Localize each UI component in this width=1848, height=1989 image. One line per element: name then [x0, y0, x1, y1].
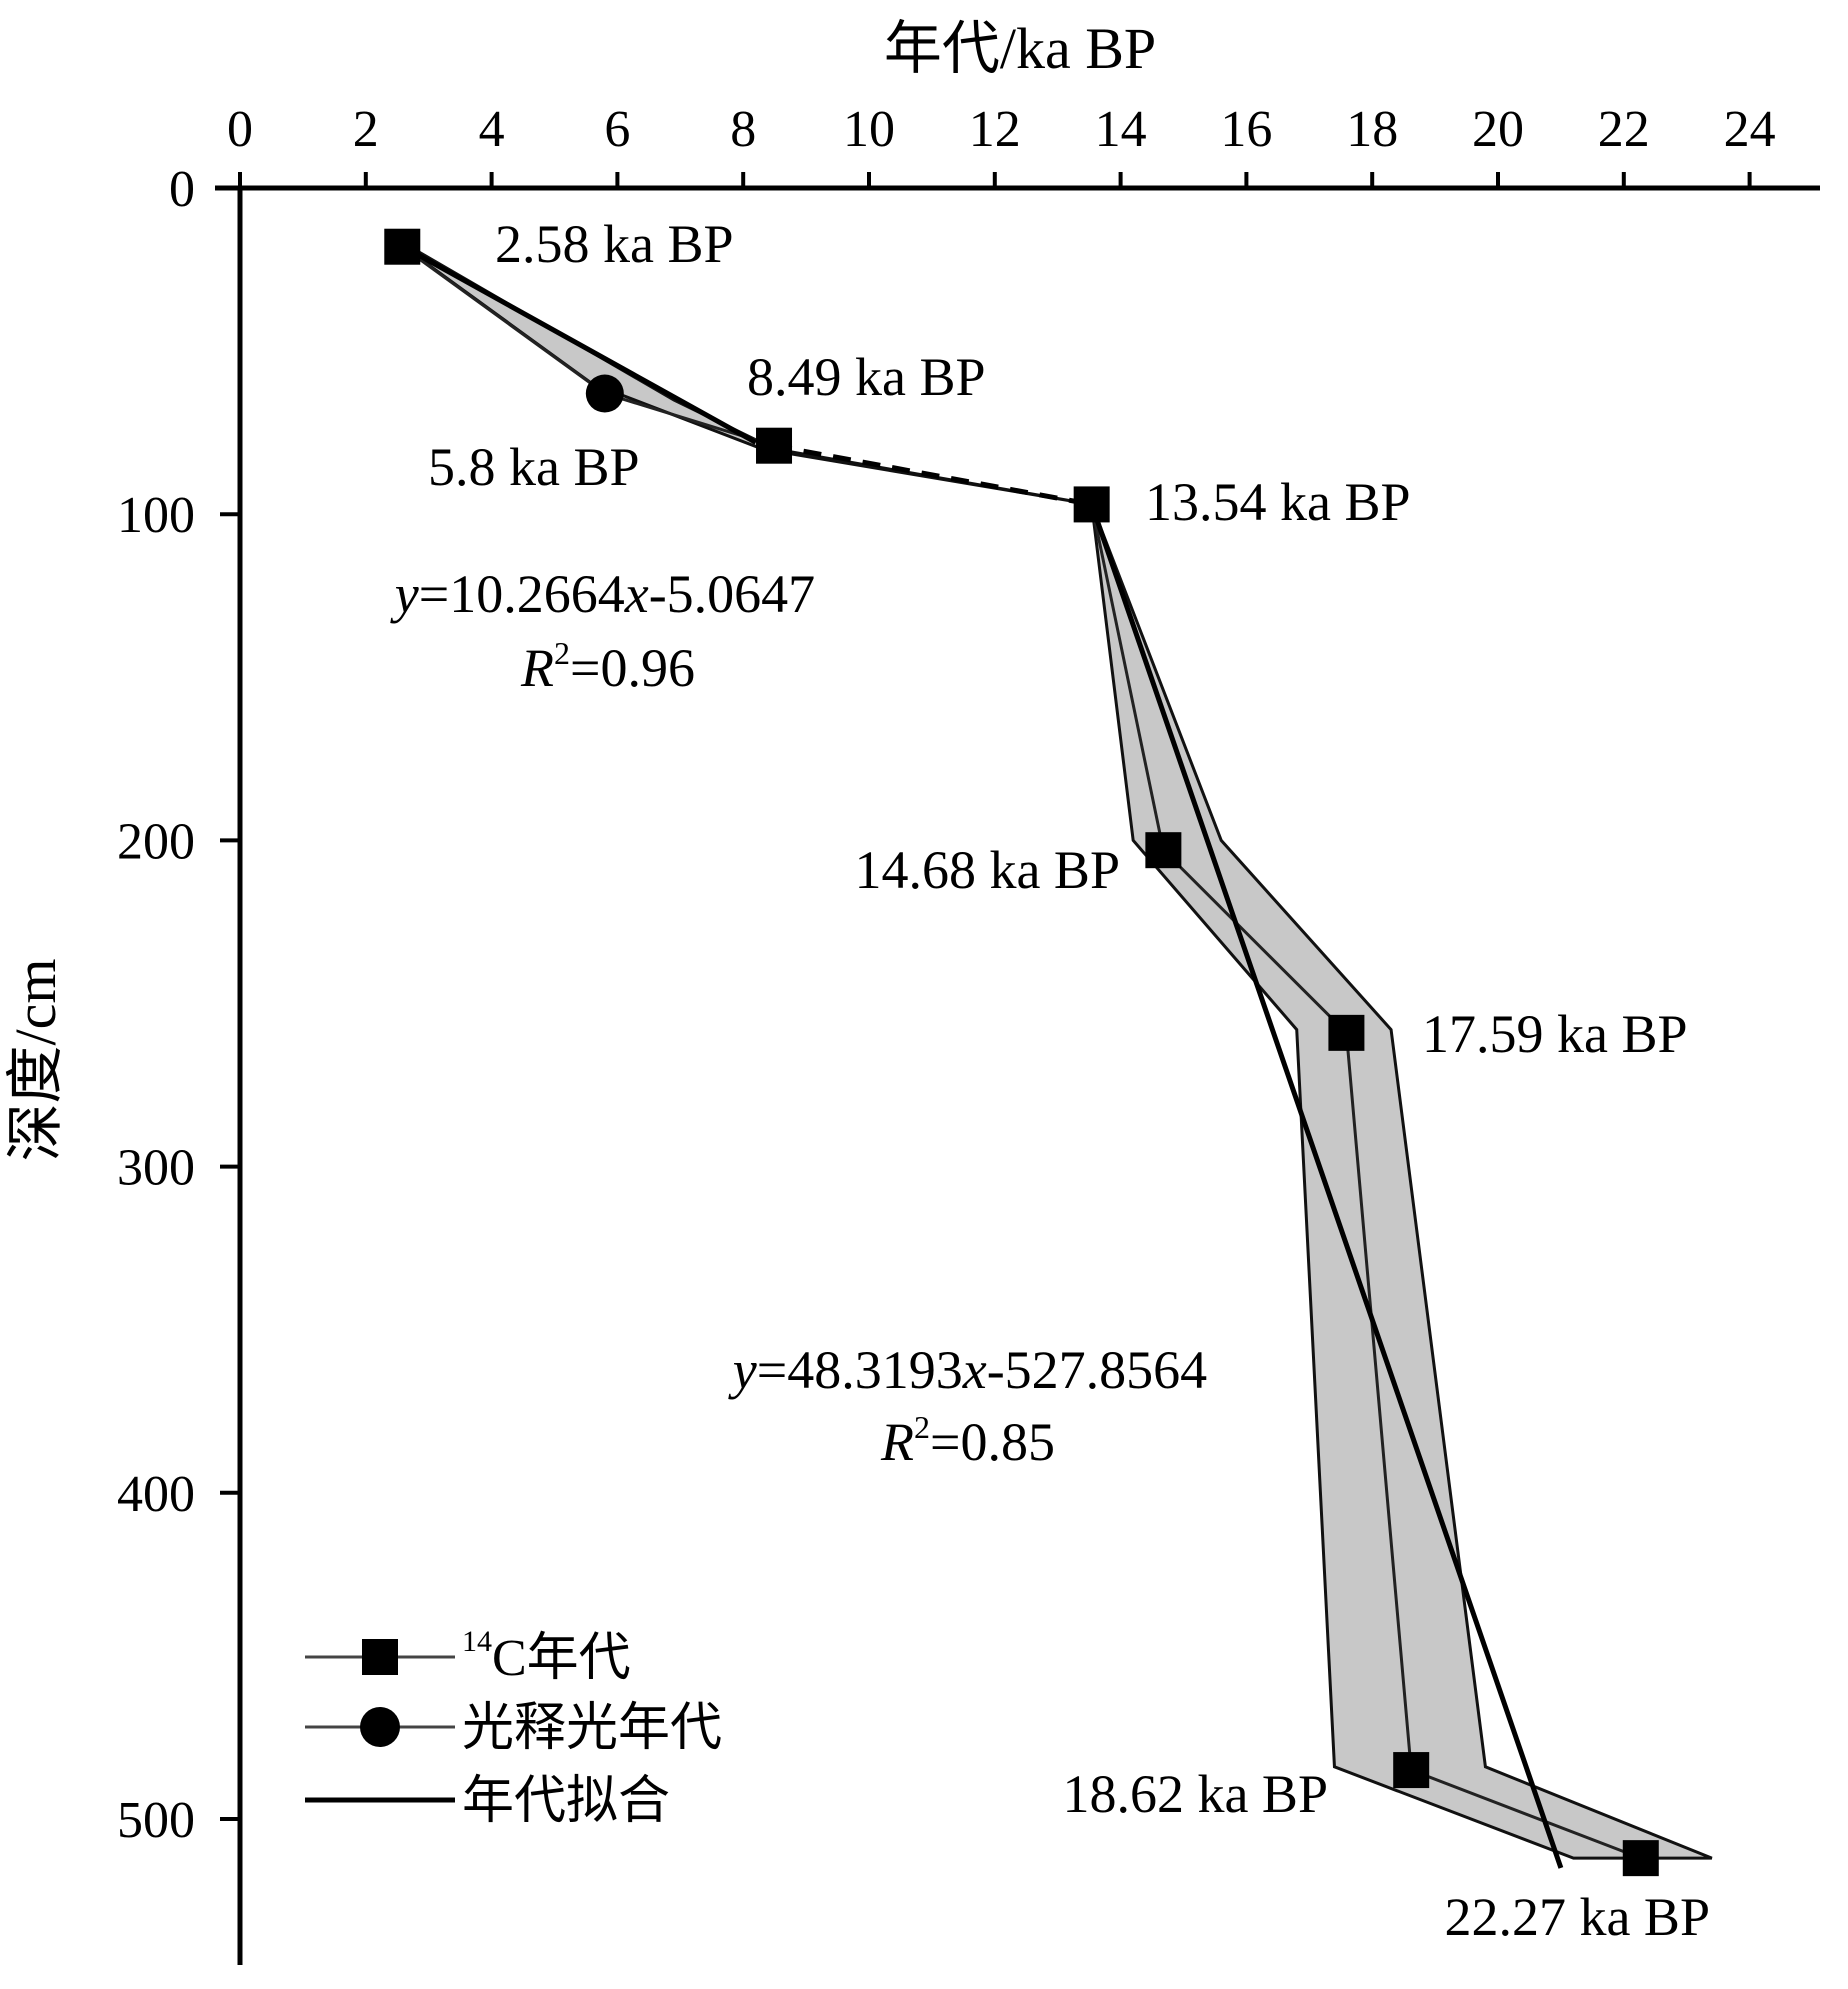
- legend-square-marker: [362, 1639, 398, 1675]
- x-tick-label: 18: [1346, 101, 1398, 158]
- legend-label-14c: 14C年代: [462, 1625, 631, 1687]
- x-axis-title: 年代/ka BP: [884, 16, 1156, 81]
- eq2-y: y: [728, 1340, 757, 1400]
- r2-2-symbol: R: [880, 1412, 914, 1472]
- y-tick-label: 400: [117, 1466, 195, 1523]
- legend-label-fit: 年代拟合: [462, 1773, 670, 1830]
- point-label: 18.62 ka BP: [1062, 1764, 1328, 1824]
- dashed-connection: [773, 443, 1093, 507]
- square-marker: [1393, 1752, 1430, 1789]
- eq1-x: x: [624, 564, 649, 624]
- x-tick-label: 4: [479, 101, 505, 158]
- x-tick-label: 20: [1472, 101, 1524, 158]
- eq2-coef: =48.3193: [757, 1340, 963, 1400]
- y-tick-label: 0: [169, 161, 195, 218]
- x-tick-label: 0: [227, 101, 253, 158]
- square-marker: [384, 228, 421, 265]
- r2-2-value: =0.85: [930, 1412, 1055, 1472]
- y-tick-label: 200: [117, 813, 195, 870]
- square-marker: [1145, 832, 1182, 869]
- x-tick-label: 24: [1724, 101, 1776, 158]
- point-label: 5.8 ka BP: [428, 437, 640, 497]
- point-labels: 2.58 ka BP 8.49 ka BP 5.8 ka BP 13.54 ka BP…: [428, 214, 1710, 1947]
- equation-2: y=48.3193x-527.8564: [728, 1340, 1207, 1400]
- r2-1: R2=0.96: [520, 635, 695, 698]
- point-label: 13.54 ka BP: [1145, 472, 1411, 532]
- x-tick-label: 22: [1598, 101, 1650, 158]
- y-axis-ticks: 0 100 200 300 400 500: [117, 161, 240, 1849]
- y-tick-label: 100: [117, 487, 195, 544]
- r2-2: R2=0.85: [880, 1409, 1055, 1472]
- point-label: 22.27 ka BP: [1444, 1887, 1710, 1947]
- legend-label-osl: 光释光年代: [462, 1700, 722, 1757]
- square-marker: [1622, 1840, 1659, 1877]
- point-label: 17.59 ka BP: [1422, 1004, 1688, 1064]
- series-markers: [384, 228, 1659, 1877]
- r2-1-exp: 2: [554, 635, 570, 671]
- eq1-intercept: -5.0647: [649, 564, 815, 624]
- point-label: 2.58 ka BP: [495, 214, 734, 274]
- legend: 14C年代 光释光年代 年代拟合: [305, 1625, 722, 1830]
- x-tick-label: 8: [730, 101, 756, 158]
- x-tick-label: 16: [1220, 101, 1272, 158]
- x-tick-label: 2: [353, 101, 379, 158]
- eq1-y: y: [390, 564, 419, 624]
- legend-circle-marker: [360, 1707, 400, 1747]
- fit-line-2: [1089, 503, 1564, 1869]
- eq1-coef: =10.2664: [419, 564, 625, 624]
- r2-1-value: =0.96: [570, 638, 695, 698]
- x-tick-label: 12: [969, 101, 1021, 158]
- x-tick-label: 10: [843, 101, 895, 158]
- y-tick-label: 500: [117, 1792, 195, 1849]
- circle-marker: [585, 374, 624, 413]
- square-marker: [1073, 486, 1110, 523]
- point-label: 8.49 ka BP: [747, 347, 986, 407]
- equation-1: y=10.2664x-5.0647: [390, 564, 815, 624]
- point-label: 14.68 ka BP: [854, 840, 1120, 900]
- x-tick-label: 14: [1095, 101, 1147, 158]
- r2-1-symbol: R: [520, 638, 554, 698]
- y-axis-title: 深度/cm: [3, 959, 68, 1162]
- r2-2-exp: 2: [914, 1409, 930, 1445]
- x-tick-label: 6: [604, 101, 630, 158]
- eq2-x: x: [962, 1340, 987, 1400]
- square-marker: [1328, 1014, 1365, 1051]
- eq2-intercept: -527.8564: [987, 1340, 1207, 1400]
- y-tick-label: 300: [117, 1140, 195, 1197]
- square-marker: [756, 427, 793, 464]
- fit-line-1: [402, 244, 757, 445]
- x-axis-ticks: 0 2 4 6 8 10 12 14 16 18 20 22 24: [227, 101, 1776, 188]
